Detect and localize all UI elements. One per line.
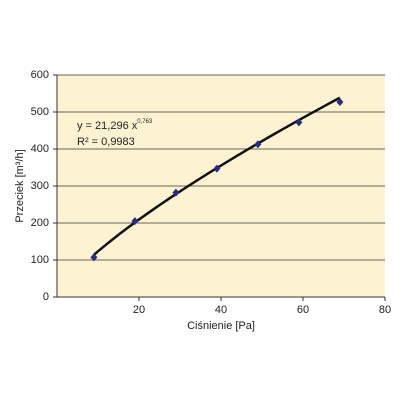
data-point — [90, 253, 98, 262]
y-tick-label: 400 — [31, 143, 49, 155]
data-point — [336, 98, 344, 107]
x-tick-label: 80 — [379, 304, 391, 316]
equation-text: y = 21,296 x — [77, 120, 138, 132]
data-point — [172, 188, 180, 197]
data-point — [213, 164, 221, 173]
data-point — [254, 140, 262, 149]
x-tick-label: 40 — [215, 304, 227, 316]
equation-exponent: 0,763 — [137, 119, 153, 125]
y-axis-label: Przeciek [m³/h] — [14, 149, 26, 222]
y-tick-label: 300 — [31, 180, 49, 192]
x-axis-label: Ciśnienie [Pa] — [187, 320, 255, 332]
x-tick-label: 60 — [297, 304, 309, 316]
r-squared: R² = 0,9983 — [77, 136, 135, 148]
y-tick-label: 0 — [43, 291, 49, 303]
trendline-equation: y = 21,296 x0,763 — [77, 119, 153, 132]
y-tick-label: 200 — [31, 217, 49, 229]
y-tick-label: 100 — [31, 254, 49, 266]
y-tick-label: 500 — [31, 106, 49, 118]
data-point — [131, 217, 139, 226]
x-tick-label: 20 — [133, 304, 145, 316]
data-point — [295, 118, 303, 127]
y-tick-label: 600 — [31, 69, 49, 81]
